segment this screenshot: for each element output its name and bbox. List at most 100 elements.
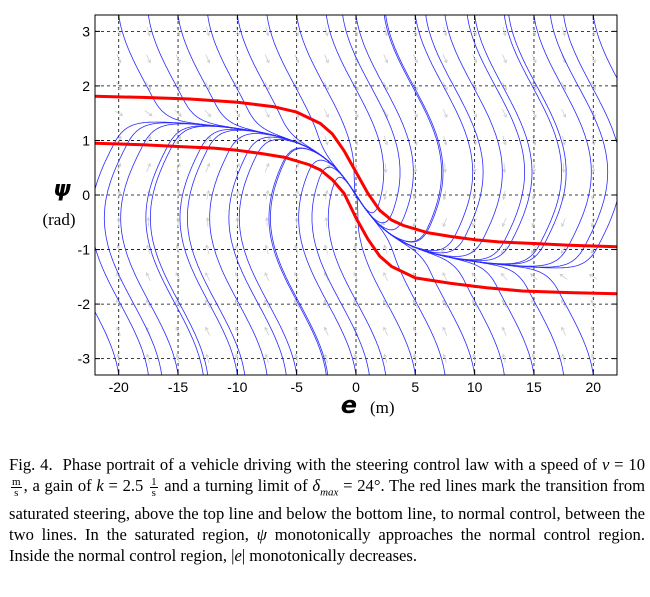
direction-arrow — [323, 326, 329, 336]
direction-arrow — [383, 81, 389, 91]
direction-arrow — [175, 136, 182, 145]
direction-arrow — [354, 136, 359, 146]
direction-arrow — [442, 353, 447, 364]
direction-arrow — [145, 272, 151, 282]
direction-arrow — [205, 353, 210, 364]
y-tick-label: -3 — [78, 351, 91, 367]
direction-arrow — [294, 217, 299, 227]
direction-arrow — [324, 136, 329, 146]
direction-arrow — [324, 189, 329, 200]
direction-arrow — [353, 326, 359, 336]
direction-arrow — [532, 136, 537, 146]
direction-arrow — [294, 244, 299, 254]
direction-arrow — [591, 163, 596, 173]
direction-arrow — [146, 244, 150, 254]
figure-caption: Fig. 4. Phase portrait of a vehicle drivi… — [9, 454, 645, 566]
direction-arrow — [473, 26, 477, 37]
direction-arrow — [442, 190, 447, 201]
direction-arrow — [116, 162, 122, 173]
direction-arrow — [204, 109, 212, 118]
direction-arrow — [116, 299, 122, 309]
direction-arrow — [146, 26, 151, 37]
direction-arrow — [590, 326, 596, 336]
direction-arrow — [353, 353, 358, 364]
direction-arrow — [235, 189, 240, 200]
direction-arrow — [175, 299, 181, 309]
direction-arrow — [264, 244, 269, 254]
caption-symbol-psi: ψ — [256, 525, 267, 545]
direction-arrow — [412, 299, 418, 309]
direction-arrow — [262, 138, 272, 143]
direction-arrow — [116, 54, 122, 64]
direction-arrow — [561, 217, 566, 228]
direction-arrow — [472, 163, 477, 173]
direction-arrow — [442, 81, 448, 91]
direction-arrow — [502, 353, 506, 364]
direction-arrow — [324, 353, 328, 364]
direction-arrow — [443, 136, 448, 146]
direction-arrow — [531, 54, 537, 64]
direction-arrows — [114, 26, 598, 364]
direction-arrow — [561, 108, 567, 118]
direction-arrow — [146, 162, 151, 173]
direction-arrow — [442, 272, 448, 282]
fraction-numerator: 1 — [150, 475, 158, 488]
direction-arrow — [384, 136, 388, 146]
x-tick-label: -5 — [290, 379, 303, 395]
direction-arrow — [591, 190, 595, 201]
fraction-numerator: m — [11, 475, 22, 488]
direction-arrow — [265, 26, 270, 37]
direction-arrow — [204, 136, 211, 145]
direction-arrow — [531, 326, 537, 336]
direction-arrow — [294, 162, 300, 172]
phase-portrait-figure: -20 -15 -10 -5 0 5 10 15 20 -3 -2 -1 0 1 2 3 ψ (rad) e … — [42, 14, 618, 419]
direction-arrow — [502, 136, 507, 146]
y-tick-label: -2 — [78, 296, 91, 312]
direction-arrow — [234, 272, 240, 282]
direction-arrow — [353, 244, 358, 254]
direction-arrow — [413, 190, 417, 201]
direction-arrow — [383, 272, 388, 282]
direction-arrow — [531, 81, 537, 91]
direction-arrow — [472, 54, 478, 64]
direction-arrow — [205, 217, 210, 227]
direction-arrow — [234, 326, 240, 336]
trajectory-curve — [95, 310, 120, 375]
caption-text: and a turning limit of — [159, 476, 313, 495]
direction-arrow — [472, 108, 478, 118]
direction-arrow — [145, 299, 151, 309]
direction-arrow — [561, 54, 567, 64]
direction-arrow — [531, 217, 537, 228]
direction-arrow — [324, 54, 329, 64]
direction-arrow — [472, 190, 477, 201]
trajectory-curve — [296, 15, 357, 196]
direction-arrow — [175, 326, 181, 336]
direction-arrow — [265, 217, 269, 227]
direction-arrow — [472, 326, 477, 336]
direction-arrow — [413, 353, 417, 364]
direction-arrow — [353, 108, 359, 118]
y-axis-symbol: ψ — [53, 177, 71, 202]
y-tick-label: 3 — [82, 23, 90, 39]
direction-arrow — [383, 163, 388, 173]
x-tick-label: 15 — [526, 379, 542, 395]
direction-arrow — [472, 353, 477, 364]
direction-arrow — [295, 26, 299, 37]
direction-arrow — [442, 54, 448, 64]
direction-arrow — [501, 81, 507, 91]
direction-arrow — [590, 81, 596, 91]
direction-arrow — [324, 217, 329, 227]
x-tick-label: 0 — [352, 379, 360, 395]
trajectory-curve — [355, 15, 609, 268]
direction-arrow — [502, 108, 507, 118]
direction-arrow — [264, 54, 270, 64]
direction-arrow — [116, 81, 122, 91]
direction-arrow — [413, 54, 418, 64]
direction-arrow — [591, 26, 596, 37]
direction-arrow — [531, 299, 537, 309]
x-tick-label: -10 — [227, 379, 247, 395]
direction-arrow — [144, 110, 153, 117]
direction-arrow — [413, 163, 418, 173]
direction-arrow — [442, 108, 448, 118]
caption-text: | monotonically decreases. — [241, 546, 418, 566]
